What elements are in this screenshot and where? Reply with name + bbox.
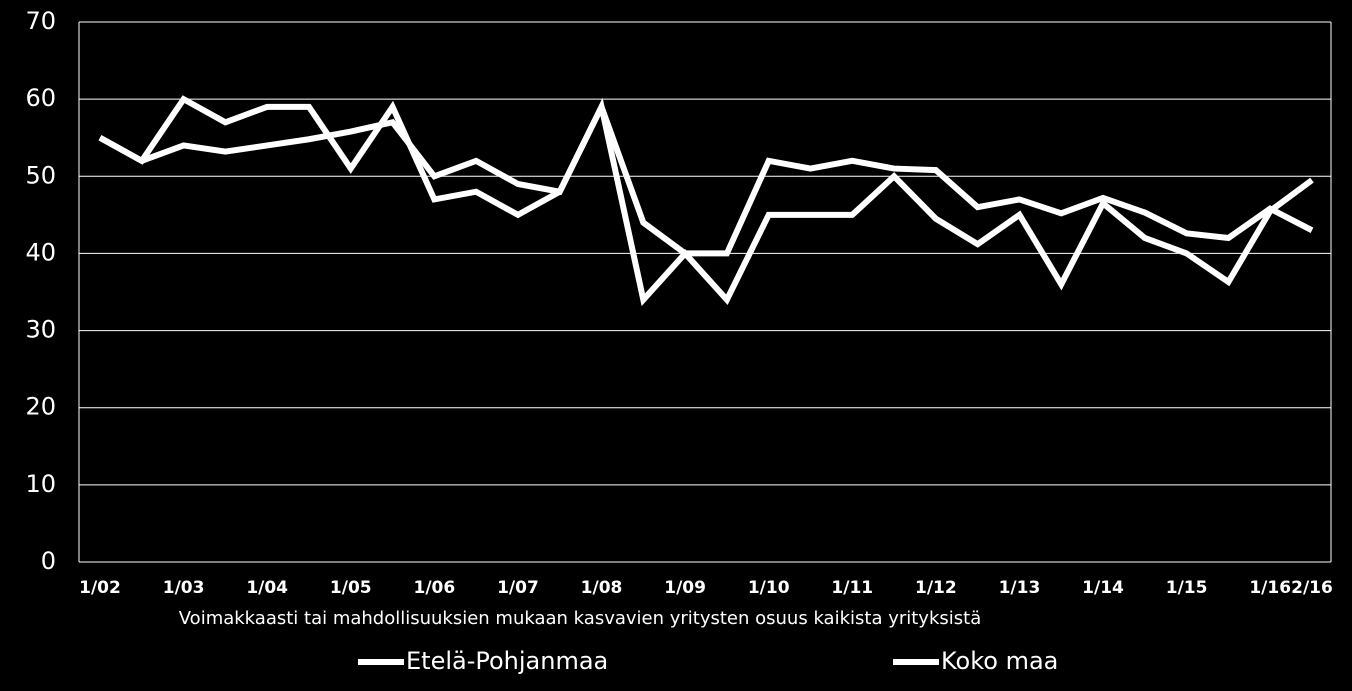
y-tick-label: 30 [25,316,56,344]
x-axis-title: Voimakkaasti tai mahdollisuuksien mukaan… [179,608,981,629]
x-tick-label: 1/08 [581,578,623,598]
x-tick-label: 1/05 [330,578,372,598]
y-tick-label: 50 [25,161,56,189]
y-tick-label: 70 [25,7,56,35]
x-tick-label: 1/11 [831,578,873,598]
y-tick-label: 20 [25,393,56,421]
x-tick-label: 1/03 [163,578,205,598]
x-tick-label: 1/10 [748,578,790,598]
y-tick-label: 40 [25,238,56,266]
y-tick-label: 0 [41,547,56,575]
x-tick-label: 1/14 [1082,578,1124,598]
x-tick-label: 1/07 [497,578,539,598]
y-tick-label: 60 [25,84,56,112]
x-tick-label: 1/02 [79,578,121,598]
x-tick-label: 1/06 [413,578,455,598]
x-tick-label: 1/16 [1249,578,1291,598]
x-tick-label: 1/13 [999,578,1041,598]
x-tick-label: 1/15 [1166,578,1208,598]
series-line [98,99,1314,257]
y-tick-label: 10 [25,470,56,498]
x-tick-label: 1/12 [915,578,957,598]
x-tick-label: 1/09 [664,578,706,598]
series-line [98,95,1314,307]
x-tick-label: 1/04 [246,578,288,598]
x-tick-label: 2/16 [1291,578,1333,598]
legend-label: Etelä-Pohjanmaa [406,647,608,675]
legend-label: Koko maa [941,647,1058,675]
